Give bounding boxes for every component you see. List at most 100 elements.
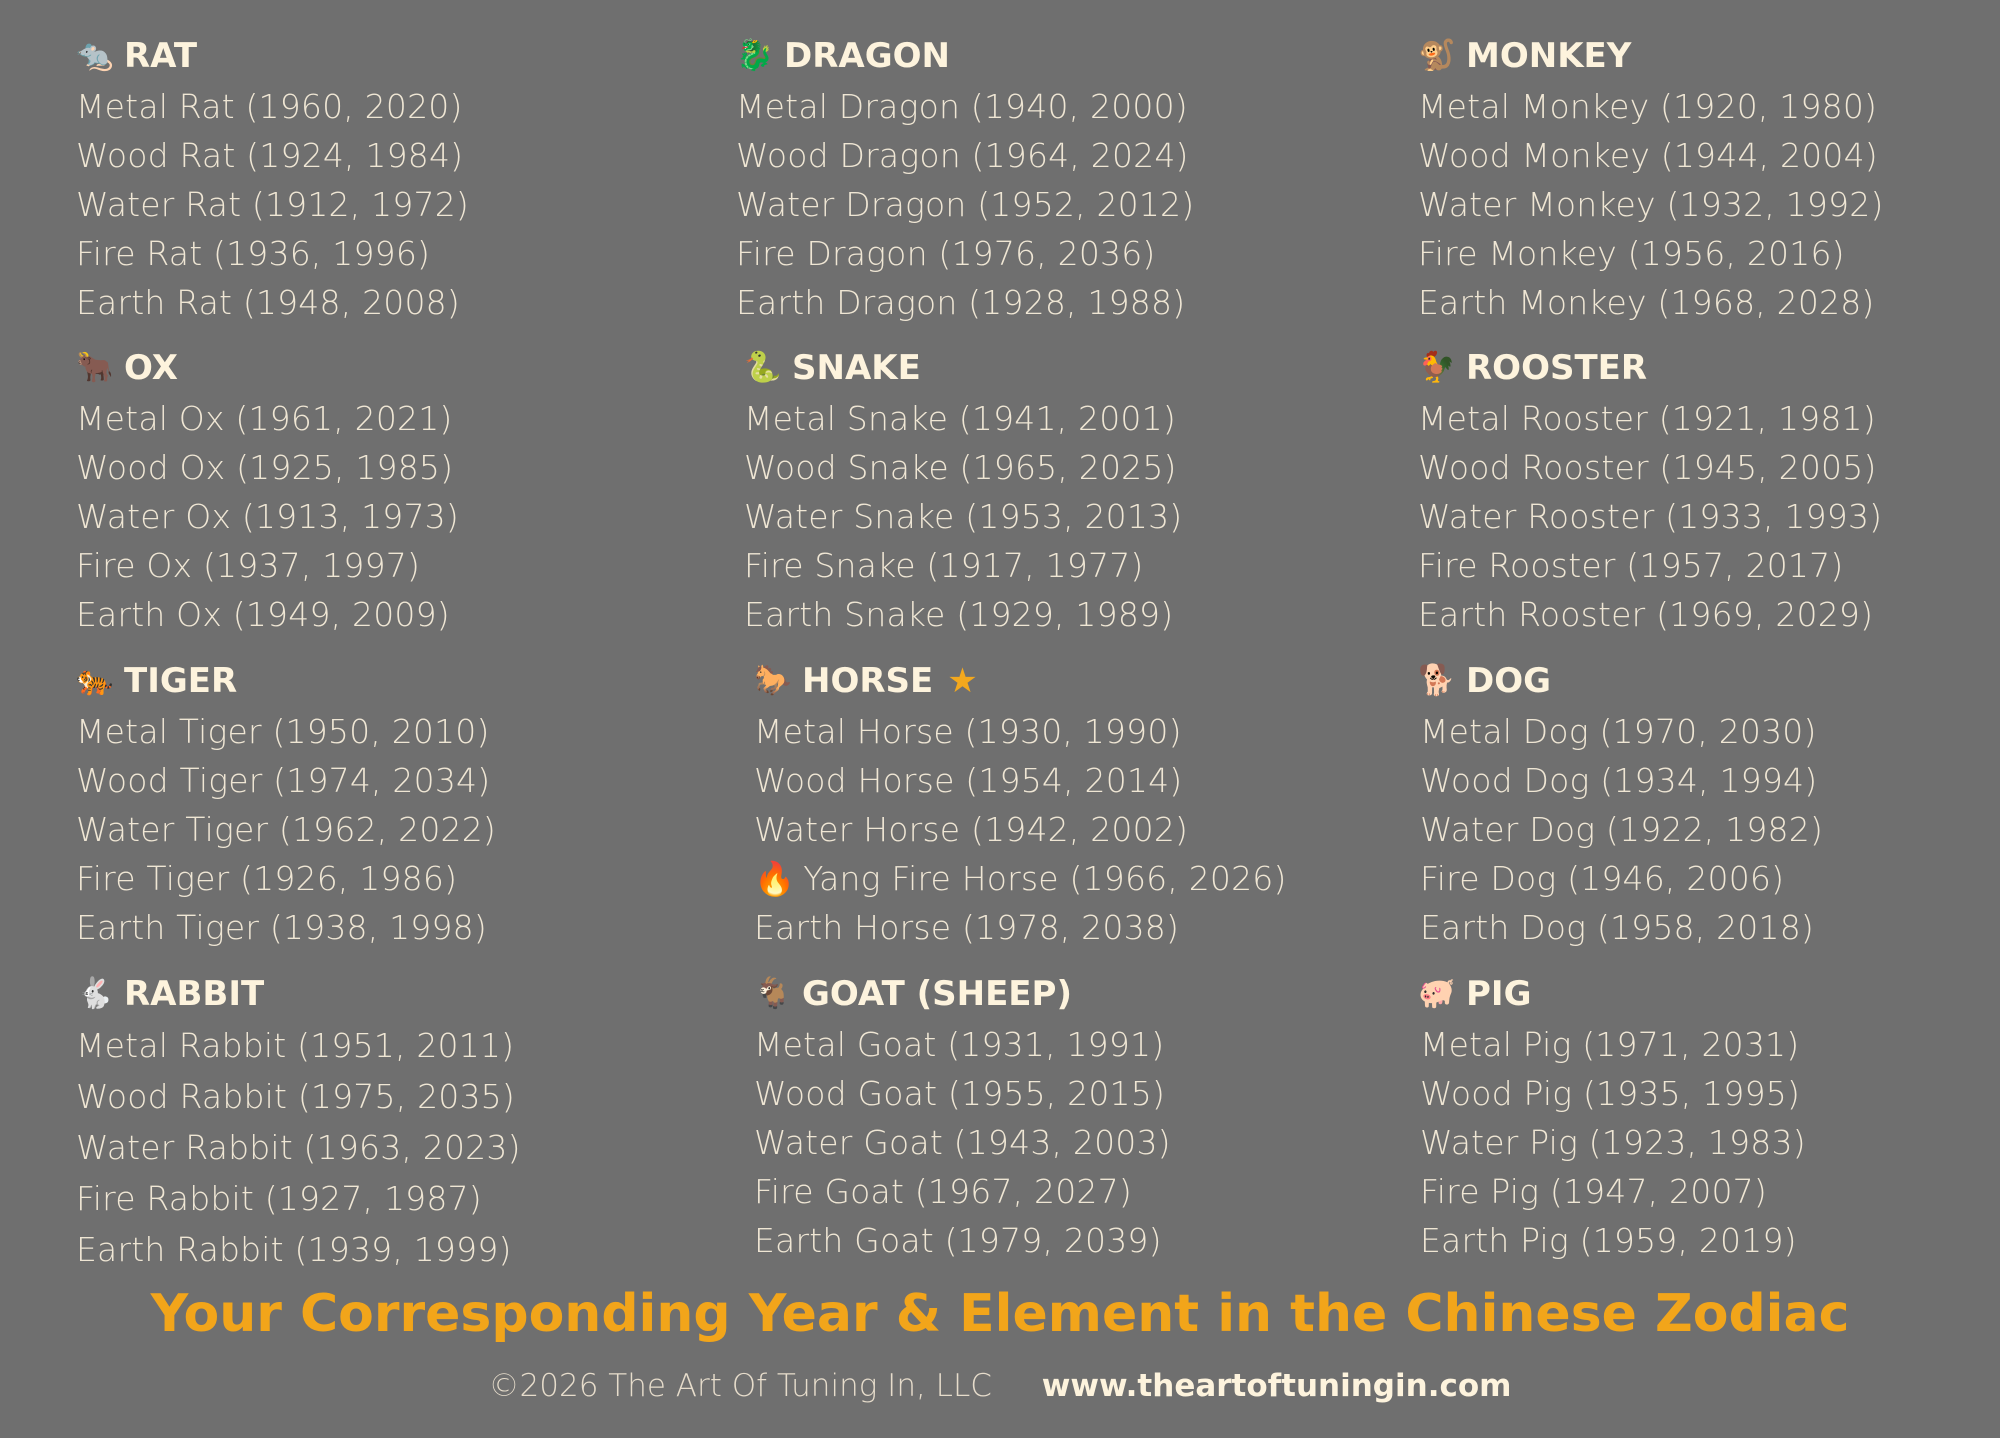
animal-title: RAT (124, 36, 198, 76)
monkey-icon: 🐒 (1418, 38, 1456, 73)
list-item: Wood Dragon (1964, 2024) (736, 136, 1189, 175)
list-item: Wood Pig (1935, 1995) (1420, 1074, 1801, 1113)
animal-ox: 🐂 OX Metal Ox (1961, 2021) Wood Ox (1925,… (76, 342, 459, 639)
animal-goat: 🐐 GOAT (SHEEP) Metal Goat (1931, 1991) Wo… (736, 968, 1171, 1265)
animal-title: OX (124, 348, 178, 388)
animal-dragon: 🐉 DRAGON Metal Dragon (1940, 2000) Wood D… (736, 30, 1194, 327)
list-item: Metal Dragon (1940, 2000) (736, 87, 1188, 126)
list-item: Earth Monkey (1968, 2028) (1418, 283, 1875, 322)
animal-title: RABBIT (124, 974, 265, 1014)
page-title: Your Corresponding Year & Element in the… (150, 1284, 1850, 1344)
list-item: Fire Pig (1947, 2007) (1420, 1172, 1767, 1211)
goat-icon: 🐐 (754, 976, 792, 1011)
list-item: Metal Goat (1931, 1991) (754, 1025, 1165, 1064)
list-item: Metal Rabbit (1951, 2011) (76, 1026, 515, 1065)
rat-icon: 🐀 (76, 38, 114, 73)
list-item: Water Rooster (1933, 1993) (1418, 497, 1883, 536)
list-item: Earth Goat (1979, 2039) (754, 1221, 1162, 1260)
animal-title: TIGER (124, 661, 238, 701)
list-item: Fire Snake (1917, 1977) (744, 546, 1144, 585)
animal-title: DRAGON (784, 36, 950, 76)
list-item: Earth Rooster (1969, 2029) (1418, 595, 1874, 634)
dog-icon: 🐕 (1418, 663, 1456, 698)
animal-title: GOAT (SHEEP) (802, 974, 1072, 1014)
list-item: Water Ox (1913, 1973) (76, 497, 459, 536)
list-item: Earth Horse (1978, 2038) (754, 908, 1180, 947)
animal-monkey: 🐒 MONKEY Metal Monkey (1920, 1980) Wood M… (1418, 30, 1884, 327)
copyright-text: ©2026 The Art Of Tuning In, LLC (488, 1368, 992, 1404)
list-item: Earth Rabbit (1939, 1999) (76, 1230, 512, 1269)
list-item: Wood Dog (1934, 1994) (1420, 761, 1818, 800)
list-item: Metal Rat (1960, 2020) (76, 87, 463, 126)
list-item: Wood Horse (1954, 2014) (754, 761, 1183, 800)
animal-title: DOG (1466, 661, 1552, 701)
star-icon: ★ (947, 661, 978, 701)
list-item: Water Rat (1912, 1972) (76, 185, 469, 224)
list-item: Earth Tiger (1938, 1998) (76, 908, 487, 947)
list-item: Wood Tiger (1974, 2034) (76, 761, 491, 800)
animal-title: HORSE (802, 661, 934, 701)
animal-title: ROOSTER (1466, 348, 1648, 388)
tiger-icon: 🐅 (76, 663, 114, 698)
list-item: Wood Snake (1965, 2025) (744, 448, 1177, 487)
list-item: Wood Rooster (1945, 2005) (1418, 448, 1877, 487)
list-item: Water Rabbit (1963, 2023) (76, 1128, 521, 1167)
pig-icon: 🐖 (1418, 976, 1456, 1011)
animal-tiger: 🐅 TIGER Metal Tiger (1950, 2010) Wood Tig… (76, 655, 496, 952)
list-item: Earth Dog (1958, 2018) (1420, 908, 1814, 947)
list-item: Water Tiger (1962, 2022) (76, 810, 497, 849)
list-item: Wood Goat (1955, 2015) (754, 1074, 1166, 1113)
list-item-highlight: 🔥 Yang Fire Horse (1966, 2026) (754, 854, 1287, 903)
list-item: Fire Dog (1946, 2006) (1420, 859, 1785, 898)
list-item: Earth Rat (1948, 2008) (76, 283, 460, 322)
website-link[interactable]: www.theartoftuningin.com (1041, 1368, 1512, 1404)
list-item: Metal Monkey (1920, 1980) (1418, 87, 1878, 126)
animal-snake: 🐍 SNAKE Metal Snake (1941, 2001) Wood Sna… (736, 342, 1182, 639)
list-item: Fire Monkey (1956, 2016) (1418, 234, 1845, 273)
list-item: Earth Snake (1929, 1989) (744, 595, 1174, 634)
animal-dog: 🐕 DOG Metal Dog (1970, 2030) Wood Dog (19… (1418, 655, 1823, 952)
list-item: Fire Ox (1937, 1997) (76, 546, 421, 585)
list-item: Metal Pig (1971, 2031) (1420, 1025, 1800, 1064)
list-item: Fire Goat (1967, 2027) (754, 1172, 1132, 1211)
fire-icon: 🔥 (754, 859, 796, 898)
ox-icon: 🐂 (76, 350, 114, 385)
rooster-icon: 🐓 (1418, 350, 1456, 385)
animal-horse: 🐎 HORSE ★ Metal Horse (1930, 1990) Wood Ho… (736, 655, 1287, 952)
list-item: Wood Ox (1925, 1985) (76, 448, 454, 487)
list-item: Fire Rabbit (1927, 1987) (76, 1179, 482, 1218)
list-item: Wood Rabbit (1975, 2035) (76, 1077, 515, 1116)
list-item: Fire Tiger (1926, 1986) (76, 859, 458, 898)
list-item: Metal Snake (1941, 2001) (744, 399, 1176, 438)
list-item: Fire Dragon (1976, 2036) (736, 234, 1156, 273)
list-item: Metal Ox (1961, 2021) (76, 399, 453, 438)
list-item: Water Monkey (1932, 1992) (1418, 185, 1884, 224)
list-item: Wood Rat (1924, 1984) (76, 136, 464, 175)
list-item: Metal Rooster (1921, 1981) (1418, 399, 1876, 438)
rabbit-icon: 🐇 (76, 976, 114, 1011)
animal-title: SNAKE (792, 348, 921, 388)
list-item: Metal Tiger (1950, 2010) (76, 712, 490, 751)
list-item: Earth Ox (1949, 2009) (76, 595, 450, 634)
list-item: Earth Pig (1959, 2019) (1420, 1221, 1797, 1260)
list-item: Water Dragon (1952, 2012) (736, 185, 1195, 224)
list-item: Fire Rat (1936, 1996) (76, 234, 431, 273)
list-item: Water Dog (1922, 1982) (1420, 810, 1824, 849)
list-item: Fire Rooster (1957, 2017) (1418, 546, 1844, 585)
animal-pig: 🐖 PIG Metal Pig (1971, 2031) Wood Pig (19… (1418, 968, 1806, 1265)
list-item-label: Yang Fire Horse (1966, 2026) (803, 859, 1287, 898)
list-item: Wood Monkey (1944, 2004) (1418, 136, 1878, 175)
snake-icon: 🐍 (744, 350, 782, 385)
list-item: Earth Dragon (1928, 1988) (736, 283, 1186, 322)
animal-title: PIG (1466, 974, 1532, 1014)
list-item: Metal Dog (1970, 2030) (1420, 712, 1817, 751)
list-item: Water Snake (1953, 2013) (744, 497, 1183, 536)
list-item: Water Horse (1942, 2002) (754, 810, 1189, 849)
animal-title: MONKEY (1466, 36, 1632, 76)
list-item: Water Pig (1923, 1983) (1420, 1123, 1806, 1162)
horse-icon: 🐎 (754, 663, 792, 698)
animal-rat: 🐀 RAT Metal Rat (1960, 2020) Wood Rat (19… (76, 30, 469, 327)
animal-rooster: 🐓 ROOSTER Metal Rooster (1921, 1981) Wood… (1418, 342, 1882, 639)
dragon-icon: 🐉 (736, 38, 774, 73)
footer: ©2026 The Art Of Tuning In, LLC www.thea… (0, 1368, 2000, 1404)
